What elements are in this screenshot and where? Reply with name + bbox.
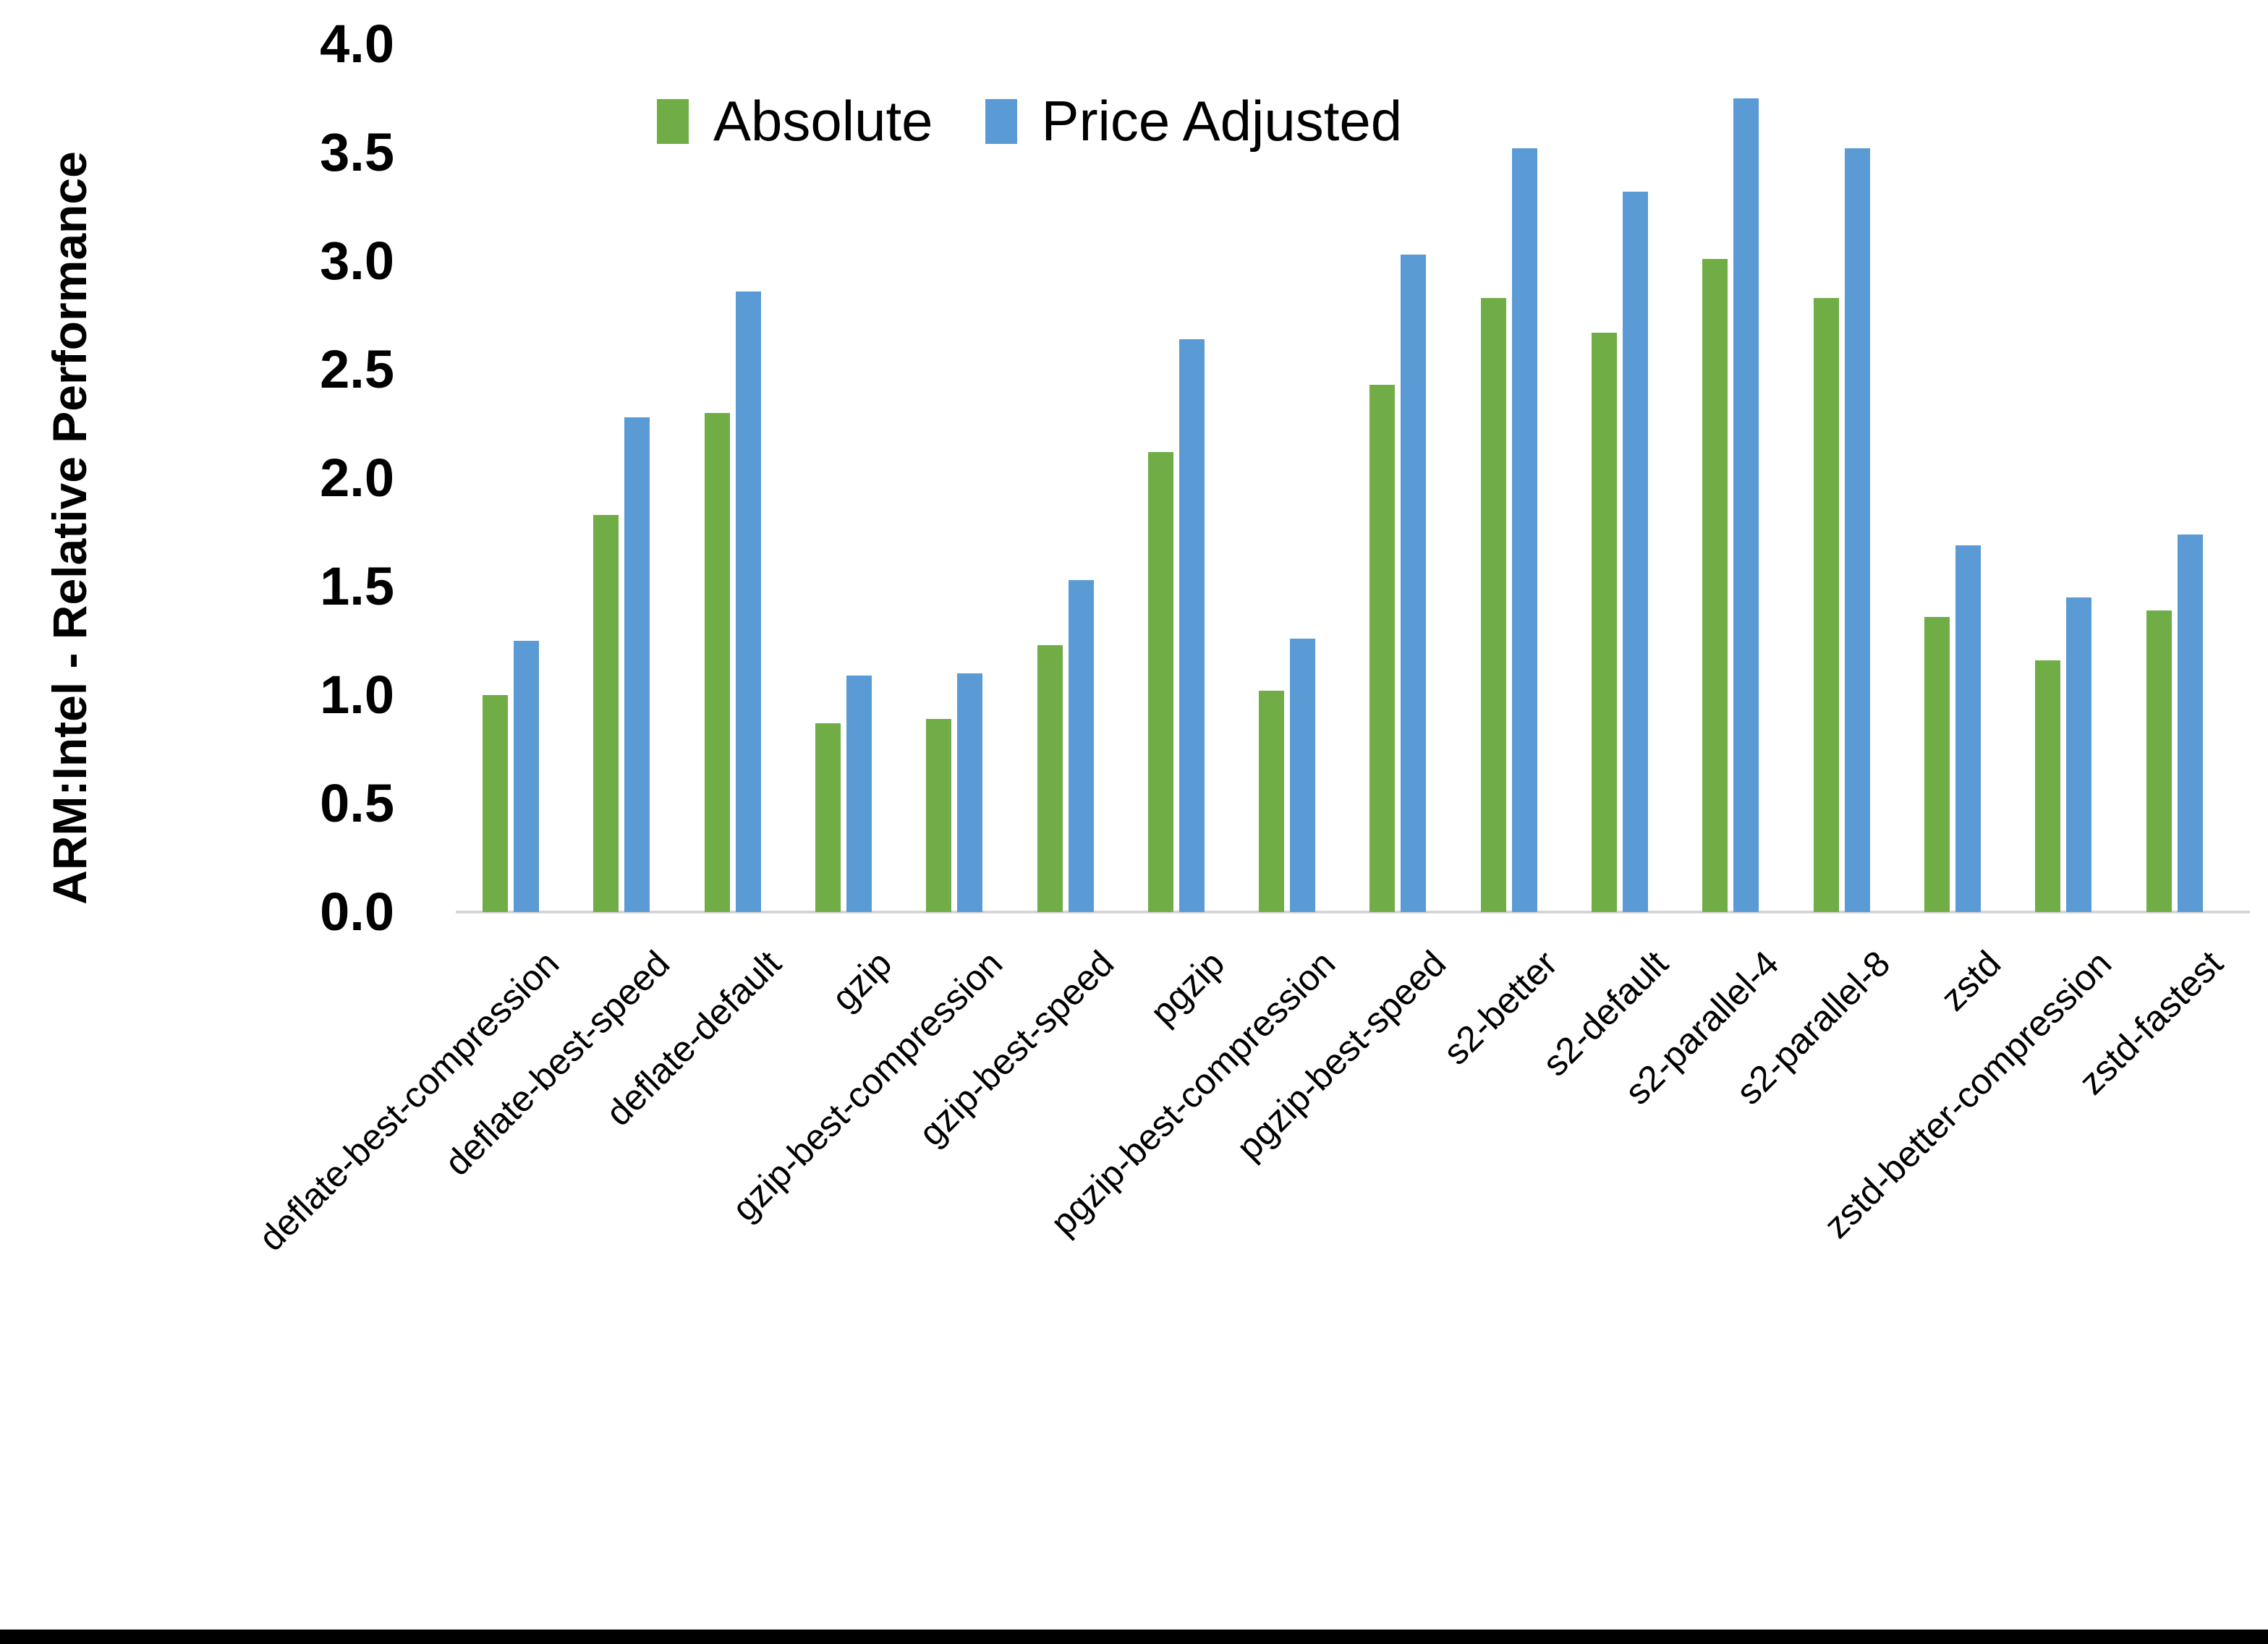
legend-item-absolute: Absolute	[657, 88, 933, 154]
y-tick-label-4.0: 4.0	[320, 14, 394, 74]
bar-group-pgzip	[1147, 44, 1230, 912]
bar-price-adjusted-gzip	[846, 676, 872, 912]
bar-group-s2-default	[1592, 44, 1673, 912]
y-tick-label-1.5: 1.5	[320, 556, 394, 616]
bar-price-adjusted-zstd-fastest	[2177, 534, 2203, 912]
bottom-border	[0, 1630, 2268, 1644]
bar-price-adjusted-gzip-best-compression	[957, 673, 983, 912]
legend-swatch-icon	[985, 98, 1017, 144]
bar-group-zstd	[1924, 44, 2006, 912]
bar-absolute-s2-default	[1592, 333, 1617, 912]
bar-price-adjusted-s2-parallel-8	[1844, 148, 1870, 912]
bar-group-s2-better	[1480, 44, 1563, 912]
bar-absolute-s2-better	[1480, 298, 1506, 912]
bar-group-s2-parallel-8	[1813, 44, 1895, 912]
bar-group-deflate-best-speed	[593, 44, 675, 912]
bar-price-adjusted-pgzip-best-speed	[1401, 255, 1427, 912]
bar-price-adjusted-s2-better	[1511, 148, 1537, 912]
bar-price-adjusted-deflate-default	[735, 291, 761, 912]
bar-group-pgzip-best-compression	[1259, 44, 1341, 912]
legend: Absolute Price Adjusted	[657, 88, 1402, 154]
bar-group-zstd-better-compression	[2035, 44, 2117, 912]
bar-price-adjusted-deflate-best-compression	[514, 641, 539, 912]
bar-price-adjusted-gzip-best-speed	[1068, 580, 1094, 912]
bar-group-deflate-default	[704, 44, 786, 912]
bar-absolute-s2-parallel-4	[1702, 259, 1728, 912]
bar-absolute-deflate-best-speed	[593, 515, 619, 912]
plot-area	[456, 44, 2250, 912]
bar-group-gzip	[815, 44, 897, 912]
bar-absolute-gzip-best-compression	[926, 719, 952, 912]
bar-group-zstd-fastest	[2146, 44, 2228, 912]
bar-price-adjusted-pgzip	[1178, 339, 1205, 912]
bar-absolute-zstd-better-compression	[2035, 660, 2061, 912]
y-tick-label-2.5: 2.5	[320, 339, 394, 399]
x-axis-line	[456, 911, 2250, 913]
bar-absolute-pgzip	[1147, 452, 1173, 912]
bar-absolute-zstd-fastest	[2146, 610, 2172, 912]
bar-absolute-pgzip-best-speed	[1369, 385, 1396, 912]
bar-group-pgzip-best-speed	[1369, 44, 1451, 912]
bar-price-adjusted-zstd-better-compression	[2066, 597, 2092, 912]
bar-absolute-gzip-best-speed	[1037, 645, 1063, 912]
bar-price-adjusted-pgzip-best-compression	[1290, 639, 1316, 912]
bar-absolute-deflate-best-compression	[483, 695, 508, 912]
bar-group-deflate-best-compression	[483, 44, 564, 912]
bar-absolute-deflate-default	[704, 413, 730, 912]
bar-price-adjusted-s2-parallel-4	[1733, 98, 1759, 912]
y-tick-label-1.0: 1.0	[320, 665, 394, 725]
bar-absolute-s2-parallel-8	[1813, 298, 1839, 912]
y-tick-label-0.5: 0.5	[320, 773, 394, 833]
legend-label: Absolute	[713, 89, 933, 153]
y-tick-label-0.0: 0.0	[320, 882, 394, 942]
y-tick-label-2.0: 2.0	[320, 448, 394, 508]
bar-group-gzip-best-speed	[1037, 44, 1119, 912]
bar-price-adjusted-s2-default	[1623, 192, 1648, 912]
bar-absolute-gzip	[815, 723, 841, 912]
bar-group-s2-parallel-4	[1702, 44, 1784, 912]
bar-price-adjusted-deflate-best-speed	[624, 417, 650, 912]
legend-item-price-adjusted: Price Adjusted	[985, 88, 1403, 154]
legend-label: Price Adjusted	[1041, 89, 1403, 153]
y-tick-label-3.5: 3.5	[320, 122, 394, 182]
bar-absolute-pgzip-best-compression	[1259, 691, 1285, 912]
bar-price-adjusted-zstd	[1955, 545, 1981, 912]
y-tick-label-3.0: 3.0	[320, 231, 394, 291]
bar-absolute-zstd	[1924, 617, 1950, 912]
legend-swatch-icon	[657, 98, 689, 144]
bar-group-gzip-best-compression	[926, 44, 1008, 912]
